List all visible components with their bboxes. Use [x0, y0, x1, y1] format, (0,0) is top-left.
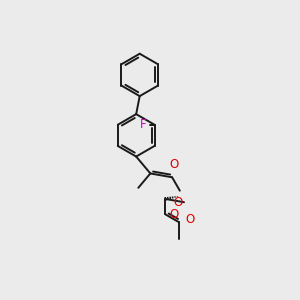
Text: F: F: [140, 118, 146, 131]
Text: O: O: [169, 158, 178, 171]
Text: O: O: [185, 213, 195, 226]
Text: O: O: [169, 208, 178, 221]
Text: O: O: [174, 196, 183, 209]
